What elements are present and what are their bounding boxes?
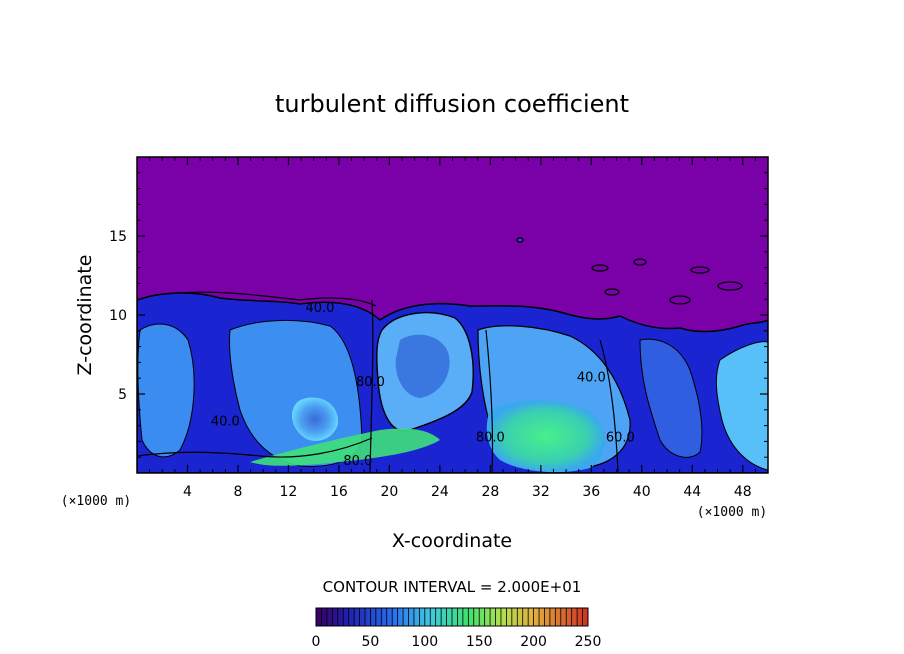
- y-tick-label: 5: [118, 387, 127, 403]
- x-tick-label: 12: [280, 484, 298, 500]
- eddy-core-left: [291, 397, 339, 441]
- x-tick-label: 48: [734, 484, 752, 500]
- y-tick-label: 15: [109, 229, 127, 245]
- x-tick-label: 8: [233, 484, 242, 500]
- x-axis: 4 8 12 16 20 24 28 32 36 40 44 48: [136, 157, 769, 500]
- heatmap-field: [137, 157, 768, 473]
- contour-value-label: 80.0: [343, 454, 372, 469]
- contour-line: [149, 291, 377, 307]
- y-unit-label: (×1000 m): [61, 494, 131, 509]
- x-tick-label: 4: [183, 484, 192, 500]
- colorbar-tick-label: 100: [411, 634, 438, 650]
- colorbar: 0 50 100 150 200 250: [312, 607, 602, 650]
- contour-interval-text: CONTOUR INTERVAL = 2.000E+01: [323, 578, 582, 596]
- colorbar-tick-label: 200: [520, 634, 547, 650]
- eddy-core-center: [395, 334, 450, 398]
- x-tick-label: 20: [380, 484, 398, 500]
- x-tick-label: 36: [582, 484, 600, 500]
- contour-line: [485, 329, 494, 473]
- contour-value-label: 40.0: [211, 415, 240, 430]
- contour-value-label: 40.0: [306, 301, 335, 316]
- colorbar-tick-label: 150: [466, 634, 493, 650]
- colorbar-ticks: 0 50 100 150 200 250: [312, 634, 602, 650]
- colorbar-tick-label: 250: [575, 634, 602, 650]
- colorbar-tick-label: 0: [312, 634, 321, 650]
- y-axis: 5 10 15: [109, 156, 768, 474]
- x-tick-label: 28: [481, 484, 499, 500]
- chart-title: turbulent diffusion coefficient: [275, 90, 629, 118]
- eddy-region-edge: [715, 341, 768, 471]
- contour-line: [137, 437, 373, 458]
- contour-labels: 40.0 40.0 80.0 80.0 80.0 40.0 60.0: [211, 301, 635, 469]
- y-tick-label: 10: [109, 308, 127, 324]
- contour-line: [599, 339, 619, 473]
- eddy-region-far-right: [639, 338, 703, 458]
- colorbar-stripes: [321, 608, 583, 626]
- contour-value-label: 40.0: [577, 370, 606, 385]
- contour-patches: [516, 237, 743, 305]
- x-axis-label: X-coordinate: [392, 530, 512, 552]
- x-unit-label: (×1000 m): [697, 505, 767, 520]
- contour-value-label: 60.0: [606, 430, 635, 445]
- high-diffusion-zone: [486, 400, 605, 473]
- contour-value-label: 80.0: [476, 430, 505, 445]
- y-axis-label: Z-coordinate: [74, 255, 96, 376]
- contour-line: [369, 299, 374, 473]
- x-tick-label: 44: [683, 484, 701, 500]
- x-tick-label: 16: [330, 484, 348, 500]
- contour-value-label: 80.0: [356, 375, 385, 390]
- colorbar-tick-label: 50: [361, 634, 379, 650]
- x-tick-label: 40: [633, 484, 651, 500]
- x-tick-label: 32: [532, 484, 550, 500]
- eddy-region-far-left: [137, 323, 195, 458]
- x-tick-label: 24: [431, 484, 449, 500]
